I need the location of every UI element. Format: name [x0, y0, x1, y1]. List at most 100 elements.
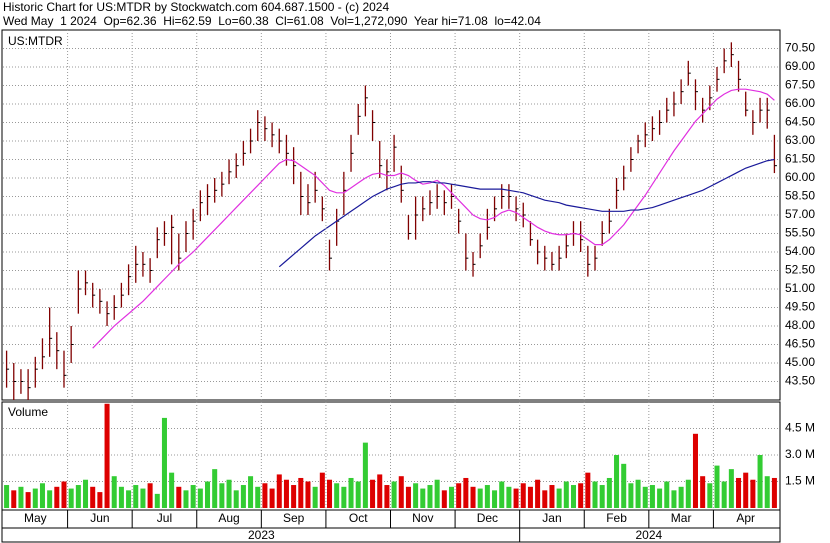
volume-bar [298, 477, 304, 508]
volume-bar [743, 472, 749, 508]
volume-bar [420, 488, 426, 508]
volume-bar [355, 481, 361, 508]
volume-bar [240, 485, 246, 508]
x-tick-label: Dec [477, 511, 498, 525]
volume-bar [197, 488, 203, 508]
volume-bar [319, 472, 325, 508]
volume-bar [68, 488, 74, 508]
volume-bar [448, 486, 455, 508]
y-tick-label: 60.00 [785, 170, 815, 184]
volume-bar [90, 486, 96, 508]
volume-bar [398, 476, 404, 508]
volume-bar [226, 479, 232, 508]
volume-bar [326, 479, 333, 508]
volume-bar [291, 485, 297, 508]
volume-bar [657, 488, 663, 508]
volume-bar [714, 465, 720, 508]
volume-bar [621, 463, 627, 508]
volume-bar [700, 476, 706, 508]
volume-bar [276, 474, 282, 508]
y-tick-label: 51.00 [785, 281, 815, 295]
volume-bar [362, 442, 368, 508]
volume-bar [499, 481, 505, 508]
volume-bar [305, 481, 311, 508]
volume-bar [97, 492, 103, 508]
x-tick-label: Sep [283, 511, 305, 525]
volume-label: Volume [8, 405, 48, 419]
volume-bar [118, 486, 124, 508]
volume-bar [190, 485, 196, 508]
volume-bar [535, 479, 541, 508]
y-tick-label: 1.5 M [785, 474, 815, 488]
y-tick-label: 58.50 [785, 189, 815, 203]
volume-bar [219, 483, 225, 508]
volume-bar [635, 479, 641, 508]
volume-bar [283, 479, 289, 508]
y-tick-label: 45.00 [785, 355, 815, 369]
volume-bar [707, 483, 713, 508]
volume-bar [506, 486, 512, 508]
volume-bar [18, 486, 24, 508]
y-tick-label: 64.50 [785, 115, 815, 129]
volume-bar [736, 477, 742, 508]
y-tick-label: 49.50 [785, 300, 815, 314]
volume-bar [334, 483, 340, 508]
volume-bar [212, 469, 218, 508]
volume-bar [154, 493, 160, 508]
volume-bar [664, 481, 670, 508]
volume-bar [757, 455, 763, 508]
volume-bar [570, 485, 576, 508]
x-tick-label: Jan [542, 511, 561, 525]
volume-bar [269, 488, 275, 508]
volume-bar [434, 479, 440, 508]
volume-bar [750, 479, 756, 508]
volume-bar [384, 485, 390, 508]
volume-bar [75, 485, 81, 508]
x-tick-label: Apr [736, 511, 755, 525]
chart-title: Historic Chart for US:MTDR by Stockwatch… [3, 0, 389, 14]
volume-bar [133, 485, 139, 508]
volume-bar [441, 490, 447, 508]
volume-bar [248, 476, 254, 508]
x-tick-label: Mar [671, 511, 692, 525]
volume-bar [649, 485, 655, 508]
volume-bar [126, 490, 132, 508]
x-tick-label: Jul [157, 511, 172, 525]
y-tick-label: 67.50 [785, 78, 815, 92]
volume-bar [147, 483, 153, 508]
volume-bar [628, 483, 634, 508]
volume-bar [606, 477, 612, 508]
year-label: 2024 [635, 528, 662, 542]
volume-bar [233, 490, 239, 508]
x-tick-label: Nov [412, 511, 433, 525]
volume-bar [614, 455, 620, 508]
volume-bar [721, 481, 727, 508]
x-tick-label: Oct [349, 511, 368, 525]
volume-bar [83, 479, 89, 508]
volume-bar [771, 477, 777, 508]
volume-bar [671, 490, 677, 508]
y-tick-label: 4.5 M [785, 421, 815, 435]
volume-bar [111, 476, 117, 508]
volume-bar [470, 486, 476, 508]
volume-bar [592, 481, 598, 508]
volume-bar [556, 488, 562, 508]
volume-bar [312, 486, 318, 508]
x-tick-label: Aug [218, 511, 239, 525]
volume-bar [341, 486, 347, 508]
volume-bar [642, 486, 648, 508]
volume-bar [484, 485, 490, 508]
x-tick-label: May [24, 511, 47, 525]
volume-bar [25, 492, 31, 508]
volume-bar [405, 486, 411, 508]
y-tick-label: 43.50 [785, 374, 815, 388]
volume-bar [728, 469, 734, 508]
volume-bar [4, 485, 10, 508]
volume-bar [764, 476, 770, 508]
volume-bar [413, 483, 419, 508]
y-tick-label: 61.50 [785, 152, 815, 166]
volume-bar [585, 472, 591, 508]
volume-bar [104, 403, 110, 508]
